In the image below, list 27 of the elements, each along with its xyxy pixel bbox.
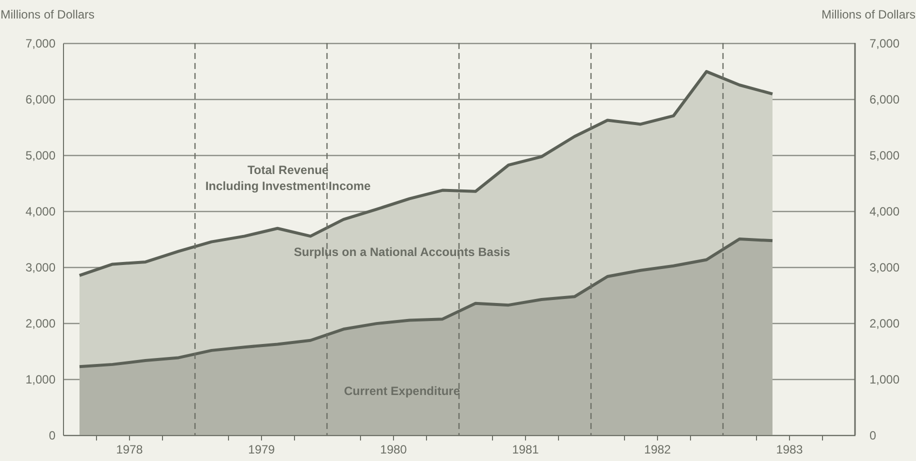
y-tick-label: 1,000 <box>25 372 56 386</box>
y-tick-label: 0 <box>48 428 56 442</box>
y-tick-label: 4,000 <box>25 204 56 218</box>
x-tick-label: 1980 <box>380 442 408 456</box>
y-tick-label: 6,000 <box>25 92 56 106</box>
y2-tick-label: 3,000 <box>870 260 900 274</box>
y2-tick-label: 6,000 <box>870 92 900 106</box>
y-tick-label: 5,000 <box>25 148 56 162</box>
annotation: Surplus on a National Accounts Basis <box>294 245 510 259</box>
x-tick-label: 1982 <box>644 442 672 456</box>
x-tick-label: 1979 <box>248 442 276 456</box>
y2-tick-label: 5,000 <box>870 148 900 162</box>
x-tick-label: 1981 <box>512 442 540 456</box>
y-tick-label: 3,000 <box>25 260 56 274</box>
series-label: Current Expenditure <box>344 384 460 398</box>
y2-tick-label: 0 <box>870 428 876 442</box>
y2-tick-label: 7,000 <box>870 36 900 50</box>
y2-tick-label: 4,000 <box>870 204 900 218</box>
series-label: Total Revenue Including Investment Income <box>205 163 372 193</box>
y2-tick-label: 2,000 <box>870 316 900 330</box>
y-tick-label: 2,000 <box>25 316 56 330</box>
y-axis-title: Millions of Dollars <box>0 8 95 22</box>
x-tick-label: 1978 <box>116 442 144 456</box>
y-tick-label: 7,000 <box>25 36 56 50</box>
y2-tick-label: 1,000 <box>870 372 900 386</box>
x-tick-label: 1983 <box>776 442 804 456</box>
y2-axis-title: Millions of Dollars <box>821 8 916 22</box>
